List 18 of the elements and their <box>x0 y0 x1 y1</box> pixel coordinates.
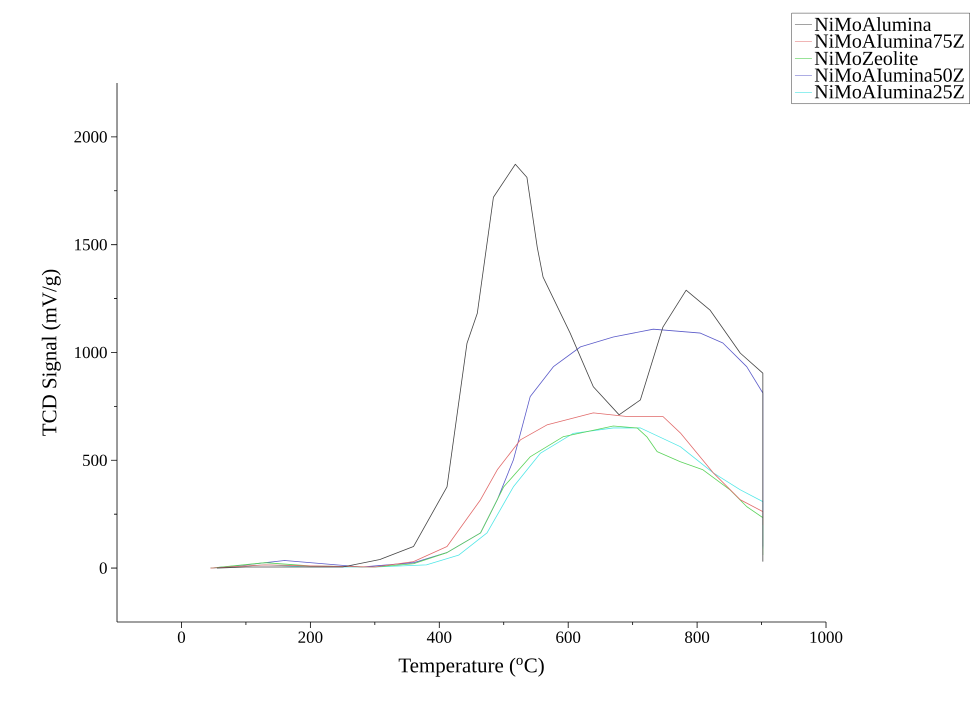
legend-label: NiMoAIumina50Z <box>814 68 964 82</box>
y-tick-label: 0 <box>100 562 107 574</box>
x-tick-label: 1000 <box>810 632 842 643</box>
x-tick-label: 200 <box>298 632 322 643</box>
x-tick-label: 0 <box>178 632 186 643</box>
x-tick-label: 600 <box>556 632 580 643</box>
y-tick-label: 500 <box>83 454 107 466</box>
x-axis-title: Temperature ($^{o}$C) <box>398 658 544 677</box>
x-tick-label: 800 <box>685 632 710 643</box>
y-axis-title: TCD Signal (mV/g) <box>42 270 61 436</box>
x-tick-label: 400 <box>426 632 452 643</box>
legend-label: NiMoAIumina75Z <box>814 34 964 48</box>
legend-label: NiMoAlumina <box>814 17 932 32</box>
y-tick-label: 2000 <box>74 131 107 143</box>
y-tick-label: 1500 <box>75 238 107 250</box>
legend-label: NiMoAIumina25Z <box>814 85 964 98</box>
y-tick-label: 1000 <box>75 346 107 358</box>
legend-label: NiMoZeolite <box>814 51 918 66</box>
